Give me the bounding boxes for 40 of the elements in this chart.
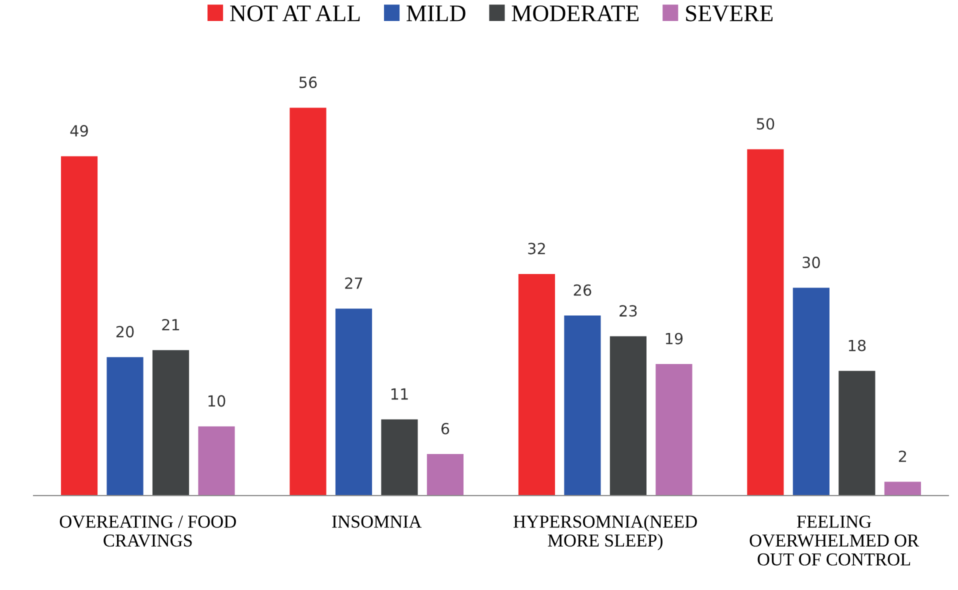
- data-label: 2: [898, 450, 906, 462]
- x-tick-label: HYPERSOMNIA(NEED MORE SLEEP): [514, 515, 697, 550]
- x-tick-label: FEELING OVERWHELMED OR OUT OF CONTROL: [750, 516, 920, 566]
- bar: [610, 336, 647, 496]
- bar: [564, 316, 601, 496]
- legend-label: MILD: [406, 6, 466, 22]
- legend-label: SEVERE: [686, 5, 773, 22]
- bar: [426, 454, 464, 496]
- x-tick-label: INSOMNIA: [332, 516, 422, 528]
- bar: [792, 288, 830, 496]
- data-label: 50: [756, 118, 774, 130]
- data-label: 10: [208, 395, 226, 407]
- bar: [518, 274, 556, 496]
- data-label: 20: [116, 326, 134, 338]
- data-label: 18: [848, 340, 866, 352]
- bar: [152, 350, 190, 496]
- data-label: 32: [528, 242, 545, 254]
- bar: [838, 370, 876, 496]
- x-tick-label: OVEREATING / FOOD CRAVINGS: [60, 516, 236, 547]
- data-label: 56: [299, 76, 317, 88]
- bar: [198, 426, 235, 496]
- bar: [335, 308, 372, 496]
- bar: [656, 364, 692, 496]
- data-label: 11: [391, 388, 408, 400]
- data-label: 26: [574, 284, 592, 296]
- data-label: 49: [70, 125, 88, 137]
- data-label: 27: [345, 277, 362, 289]
- bar: [884, 482, 921, 496]
- data-label: 23: [620, 305, 637, 317]
- legend-label: NOT AT ALL: [230, 5, 360, 22]
- bar: [290, 108, 326, 496]
- bar: [747, 149, 784, 496]
- data-label: 19: [666, 332, 683, 344]
- data-label: 21: [162, 318, 180, 330]
- bar: [60, 156, 98, 496]
- bar: [381, 419, 418, 496]
- data-label: 6: [441, 422, 450, 434]
- legend-label: MODERATE: [512, 5, 639, 22]
- data-label: 30: [802, 256, 820, 268]
- bar: [106, 357, 144, 496]
